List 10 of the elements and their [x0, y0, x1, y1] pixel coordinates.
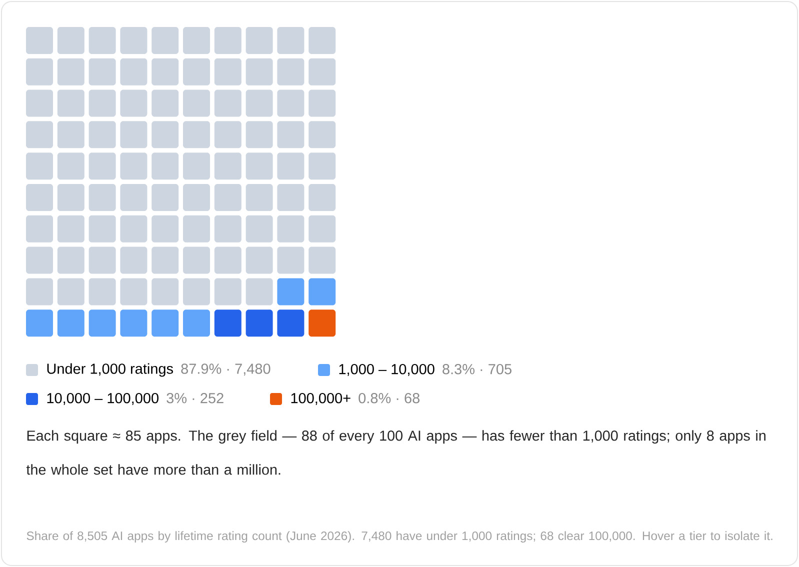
- data-label: 3% · 252: [166, 392, 224, 404]
- data-label: 87.9% · 7,480: [181, 364, 270, 376]
- text: Share of 8,505 AI apps by lifetime rating count (June 2026). 7,480 have under 1,000 ratings; 68 clear 100,000. Hover a tier to isolate it.: [26, 531, 772, 543]
- category-label: 1,000 – 10,000: [339, 364, 434, 376]
- category-label: Under 1,000 ratings: [47, 363, 173, 377]
- data-label: 8.3% · 705: [442, 364, 512, 374]
- data-label: 0.8% · 68: [358, 392, 420, 404]
- category-label: 100,000+: [291, 392, 350, 405]
- text: Each square ≈ 85 apps. The grey field — 88 of every 100 AI apps — has fewer than 1,000 ratings; only 8 apps in the whole set have more than a million.: [26, 430, 766, 475]
- category-label: 10,000 – 100,000: [47, 392, 158, 405]
